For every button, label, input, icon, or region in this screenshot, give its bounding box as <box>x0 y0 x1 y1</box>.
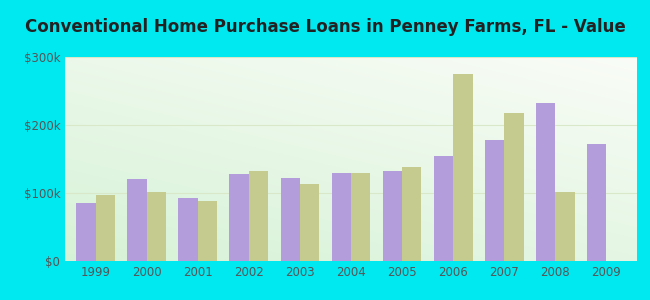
Text: Conventional Home Purchase Loans in Penney Farms, FL - Value: Conventional Home Purchase Loans in Penn… <box>25 18 625 36</box>
Bar <box>587 144 606 261</box>
Bar <box>485 140 504 261</box>
Bar <box>281 178 300 261</box>
Bar <box>383 171 402 261</box>
Bar <box>351 172 370 261</box>
Bar <box>229 174 249 261</box>
Bar <box>434 156 453 261</box>
Bar <box>76 203 96 261</box>
Bar <box>300 184 319 261</box>
Bar <box>402 167 421 261</box>
Bar <box>555 192 575 261</box>
Bar <box>178 198 198 261</box>
Bar <box>504 113 524 261</box>
Bar <box>249 171 268 261</box>
Bar <box>127 179 147 261</box>
Bar <box>453 74 473 261</box>
Bar <box>332 172 351 261</box>
Bar <box>536 103 555 261</box>
Bar <box>96 195 115 261</box>
Bar <box>147 192 166 261</box>
Bar <box>198 201 217 261</box>
